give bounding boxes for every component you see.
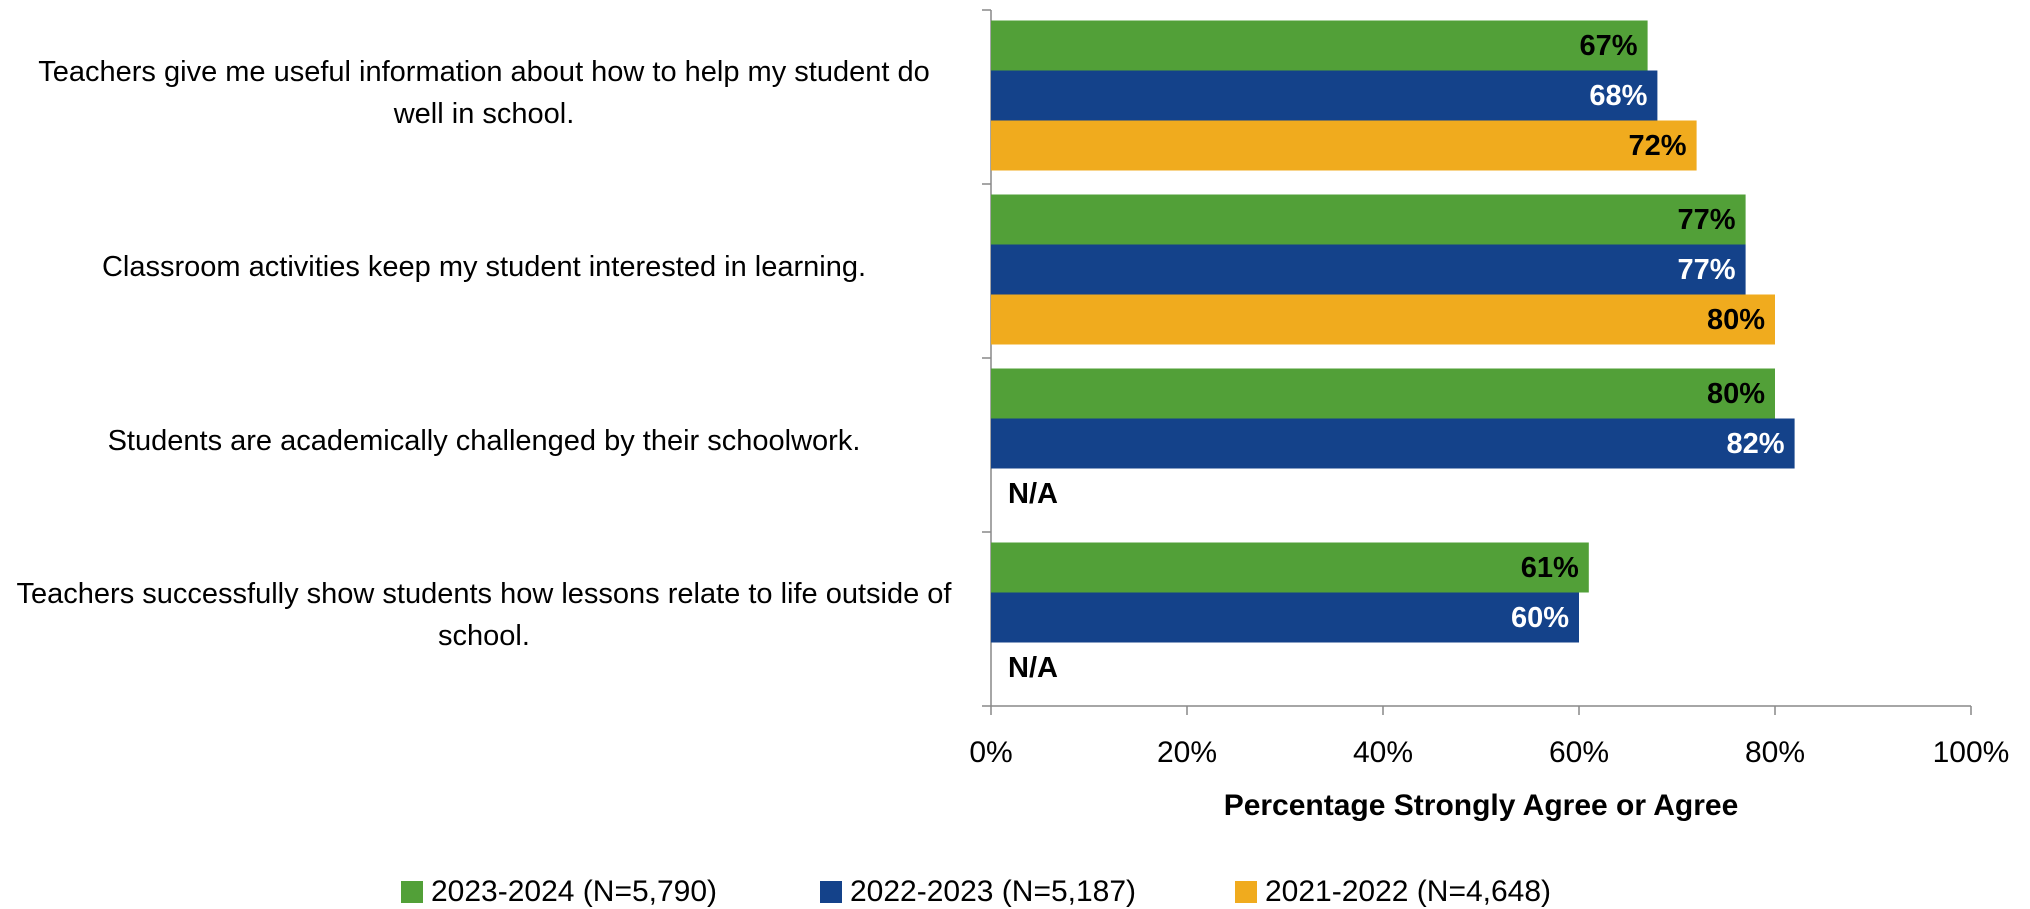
legend-swatch	[820, 881, 842, 903]
legend-swatch	[1235, 881, 1257, 903]
x-tick-label: 0%	[969, 736, 1012, 769]
data-label: 68%	[1589, 80, 1647, 112]
x-axis-title: Percentage Strongly Agree or Agree	[1224, 789, 1739, 822]
bar	[991, 120, 1697, 171]
bar	[991, 592, 1579, 643]
data-label: 80%	[1707, 378, 1765, 410]
category-label: Teachers give me useful information abou…	[38, 56, 930, 130]
legend-label: 2023-2024 (N=5,790)	[431, 875, 717, 908]
category-label: Students are academically challenged by …	[107, 425, 861, 457]
bar	[991, 244, 1746, 295]
data-label: 61%	[1521, 552, 1579, 584]
x-tick-label: 60%	[1549, 736, 1609, 769]
bar	[991, 194, 1746, 245]
bar	[991, 542, 1589, 593]
na-label: N/A	[1008, 478, 1058, 510]
x-tick-label: 20%	[1157, 736, 1217, 769]
bar	[991, 368, 1775, 419]
data-label: 77%	[1678, 204, 1736, 236]
data-label: 72%	[1629, 130, 1687, 162]
bar	[991, 418, 1795, 469]
legend-label: 2021-2022 (N=4,648)	[1265, 875, 1551, 908]
category-label: Classroom activities keep my student int…	[101, 251, 867, 283]
category-label: Teachers successfully show students how …	[16, 578, 952, 652]
data-label: 67%	[1580, 30, 1638, 62]
bar	[991, 294, 1775, 345]
data-label: 77%	[1678, 254, 1736, 286]
bar	[991, 20, 1648, 71]
data-label: 80%	[1707, 304, 1765, 336]
legend-label: 2022-2023 (N=5,187)	[850, 875, 1136, 908]
x-tick-label: 80%	[1745, 736, 1805, 769]
x-tick-label: 100%	[1933, 736, 2010, 769]
bar	[991, 70, 1658, 121]
data-label: 82%	[1727, 428, 1785, 460]
x-tick-label: 40%	[1353, 736, 1413, 769]
data-label: 60%	[1511, 602, 1569, 634]
na-label: N/A	[1008, 652, 1058, 684]
legend-swatch	[401, 881, 423, 903]
